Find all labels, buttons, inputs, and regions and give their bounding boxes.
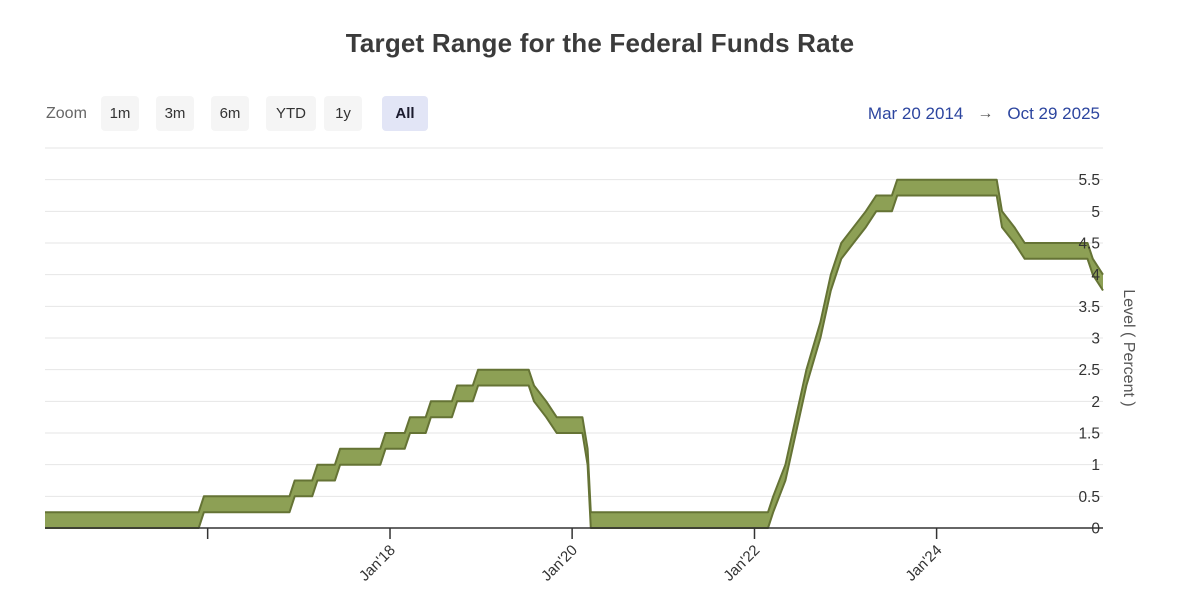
zoom-button-1m[interactable]: 1m: [101, 96, 139, 131]
x-axis-label: Jan'18: [356, 542, 399, 585]
y-axis-label: 1: [1091, 457, 1100, 474]
y-axis-label: 3.5: [1078, 299, 1100, 316]
y-axis-label: 4: [1091, 267, 1100, 284]
zoom-button-6m[interactable]: 6m: [211, 96, 249, 131]
y-axis-label: 4.5: [1078, 236, 1100, 253]
y-axis-label: 3: [1091, 331, 1100, 348]
series-target-range: [45, 178, 1104, 529]
gridlines: [45, 147, 1103, 497]
x-axis: Jan'18 Jan'20 Jan'22 Jan'24: [45, 527, 1103, 585]
y-axis-label: 5.5: [1078, 172, 1100, 189]
zoom-label: Zoom: [46, 105, 87, 122]
upper-bound-line: [45, 178, 1104, 514]
x-axis-label: Jan'24: [902, 542, 945, 585]
x-axis-label: Jan'20: [538, 542, 581, 585]
y-axis-label: 2.5: [1078, 362, 1100, 379]
range-start-date[interactable]: Mar 20 2014: [867, 103, 964, 123]
y-axis-label: 1.5: [1078, 426, 1100, 443]
range-selector-toolbar: Zoom 1m 3m 6m YTD 1y All Mar 20 2014 → Oct 29…: [0, 96, 1200, 131]
zoom-button-1y[interactable]: 1y: [324, 96, 362, 131]
y-axis-label: 0.5: [1078, 489, 1100, 506]
zoom-button-all[interactable]: All: [382, 96, 428, 131]
y-axis-label: 0: [1091, 521, 1100, 538]
y-axis-labels: 0 0.5 1 1.5 2 2.5 3 3.5 4 4.5 5 5.5: [1078, 172, 1100, 537]
date-range-display: Mar 20 2014 → Oct 29 2025: [868, 96, 1100, 131]
range-end-date[interactable]: Oct 29 2025: [1007, 103, 1100, 123]
y-axis-title: Level ( Percent ): [1120, 289, 1137, 406]
target-range-band: [45, 179, 1103, 528]
page-title: Target Range for the Federal Funds Rate: [345, 28, 855, 58]
zoom-button-ytd[interactable]: YTD: [266, 96, 316, 131]
zoom-button-3m[interactable]: 3m: [156, 96, 194, 131]
y-axis-label: 2: [1091, 394, 1100, 411]
y-axis-label: 5: [1091, 204, 1100, 221]
range-arrow-icon: →: [977, 104, 994, 122]
lower-bound-line: [45, 194, 1104, 529]
x-axis-label: Jan'22: [720, 542, 763, 585]
